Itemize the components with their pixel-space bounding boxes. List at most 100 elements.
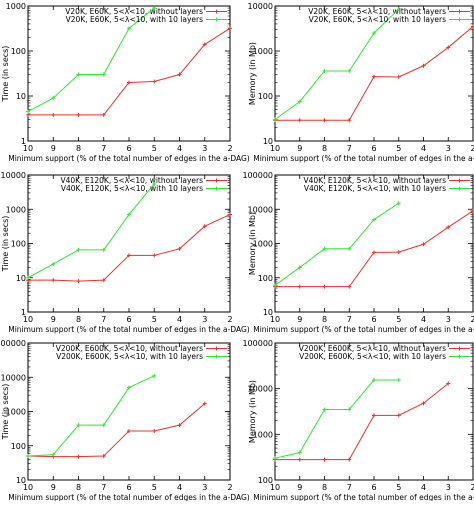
y-axis-label: Memory (in Mb) [248,380,257,443]
y-axis-label: Time (in secs) [1,384,10,441]
x-tick-label: 6 [126,483,131,492]
x-tick-label: 5 [396,483,401,492]
series-line-2 [27,375,155,457]
legend-label-1: V200K, E600K, 5<λ<10, without layers [299,344,446,353]
x-axis-label: Minimum support (% of the total number o… [253,325,474,334]
y-tick-label: 10 [16,476,26,485]
x-tick-label: 9 [51,483,56,492]
y-tick-label: 100 [258,92,273,101]
x-tick-label: 3 [202,483,207,492]
y-tick-label: 1000 [6,205,26,214]
series-line-1 [27,403,206,458]
x-tick-label: 6 [126,315,131,324]
x-tick-label: 2 [470,483,474,492]
legend-label-1: V20K, E60K, 5<λ<10, without layers [308,7,446,16]
x-tick-label: 6 [371,315,376,324]
legend-label-1: V40K, E120K, 5<λ<10, without layers [304,176,447,185]
x-tick-label: 10 [270,144,280,153]
x-tick-label: 10 [23,144,33,153]
y-tick-label: 1000 [253,240,273,249]
y-tick-label: 1 [21,137,26,146]
x-tick-label: 4 [177,315,182,324]
y-tick-label: 100 [11,240,26,249]
x-tick-label: 5 [152,315,157,324]
x-tick-label: 7 [347,483,352,492]
x-tick-label: 8 [322,483,327,492]
x-tick-label: 4 [177,483,182,492]
x-tick-label: 4 [421,483,426,492]
y-tick-label: 100 [11,47,26,56]
chart-panel-2: 10 9 8 7 6 5 4 3 2 10 100 1000 10000 Memory (in Mb) Mi… [248,2,474,163]
plot-frame [274,174,474,313]
legend-label-2: V40K, E120K, 5<λ<10, with 10 layers [304,184,446,193]
x-tick-label: 10 [270,483,280,492]
x-tick-label: 2 [470,315,474,324]
y-tick-label: 1000 [253,430,273,439]
series-line-1 [275,383,449,461]
x-tick-label: 5 [152,483,157,492]
x-axis-label: Minimum support (% of the total number o… [8,154,250,163]
y-tick-label: 10000 [1,171,26,180]
x-tick-label: 5 [396,144,401,153]
legend-label-2: V20K, E60K, 5<λ<10, with 10 layers [309,15,446,24]
x-tick-label: 2 [470,144,474,153]
x-axis-label: Minimum support (% of the total number o… [8,493,250,501]
x-tick-label: 8 [76,483,81,492]
series-line-1 [28,214,231,282]
x-tick-label: 8 [76,315,81,324]
x-axis-label: Minimum support (% of the total number o… [253,154,474,163]
x-tick-label: 2 [227,144,232,153]
x-tick-label: 9 [51,315,56,324]
y-tick-label: 1000 [6,408,26,417]
y-tick-label: 100 [258,274,273,283]
y-tick-label: 10000 [1,373,26,382]
y-tick-label: 10000 [248,385,273,394]
legend-label-2: V20K, E60K, 5<λ<10, with 10 layers [66,15,203,24]
series-line-1 [28,27,231,116]
legend-label-2: V40K, E120K, 5<λ<10, with 10 layers [61,184,203,193]
y-axis-label: Time (in secs) [1,46,10,103]
x-tick-label: 8 [322,144,327,153]
x-tick-label: 3 [446,483,451,492]
y-tick-label: 10 [16,92,26,101]
x-tick-label: 7 [101,483,106,492]
x-tick-label: 9 [297,144,302,153]
x-tick-label: 4 [421,315,426,324]
x-axis-label: Minimum support (% of the total number o… [253,493,474,501]
x-tick-label: 2 [227,483,232,492]
x-tick-label: 9 [51,144,56,153]
y-tick-label: 1 [21,308,26,317]
y-axis-label: Memory (in Mb) [248,42,257,105]
series-line-2 [27,183,155,279]
x-tick-label: 7 [101,315,106,324]
plot-frame [27,5,231,142]
legend-label-1: V200K, E600K, 5<λ<10, without layers [56,344,203,353]
series-line-2 [274,8,400,120]
x-tick-label: 10 [23,315,33,324]
y-tick-label: 10 [263,308,273,317]
series-line-2 [274,202,400,286]
x-tick-label: 5 [152,144,157,153]
plot-frame [274,5,474,142]
x-tick-label: 2 [227,315,232,324]
series-line-2 [274,379,399,459]
y-tick-label: 100000 [242,171,273,180]
x-tick-label: 3 [446,315,451,324]
y-axis-label: Time (in secs) [1,216,10,273]
x-tick-label: 3 [202,144,207,153]
y-tick-label: 100 [258,476,273,485]
chart-panel-4: 10 9 8 7 6 5 4 3 2 10 100 1000 10000 100000 Memory (in… [242,171,474,334]
y-tick-label: 10000 [248,2,273,11]
series-line-1 [275,26,474,121]
x-tick-label: 3 [446,144,451,153]
x-tick-label: 4 [421,144,426,153]
legend-label-1: V20K, E60K, 5<λ<10, without layers [65,7,203,16]
x-tick-label: 8 [76,144,81,153]
series-line-1 [275,210,474,288]
legend-label-2: V200K, E600K, 5<λ<10, with 10 layers [56,352,203,361]
x-tick-label: 7 [101,144,106,153]
x-tick-label: 10 [270,315,280,324]
